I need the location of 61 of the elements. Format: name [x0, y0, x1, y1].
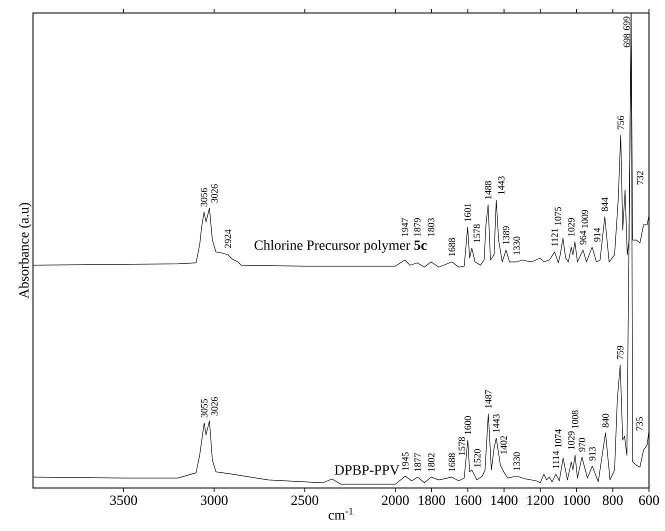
series-label: DPBP-PPV [334, 465, 400, 475]
annotation: 1578 [474, 224, 480, 242]
annotation: 1600 [464, 416, 472, 434]
annotation: 1879 [414, 218, 420, 236]
annotation: 1520 [474, 449, 481, 467]
x-tick-label: 1400 [491, 496, 518, 505]
series-label: Chlorine Precursor polymer 5c [254, 240, 427, 253]
annotation: 1443 [493, 414, 500, 432]
annotation: 1487 [485, 390, 492, 408]
annotation: 1947 [402, 218, 408, 236]
annotation: 1008 [572, 410, 578, 428]
x-tick-label: 2500 [291, 496, 318, 505]
annotation: 1802 [428, 453, 434, 472]
annotation: 1074 [554, 429, 562, 448]
annotation: 1402 [500, 436, 507, 454]
annotation: 1330 [514, 452, 520, 470]
x-tick-label: 3500 [110, 496, 138, 505]
annotation: 1389 [502, 226, 510, 244]
x-tick-label: 1200 [528, 496, 554, 505]
annotation: 698 [624, 34, 630, 48]
annotation: 759 [616, 346, 624, 360]
annotation: 1945 [402, 452, 408, 470]
annotation: 1114 [552, 450, 560, 468]
annotation: 1330 [514, 236, 520, 254]
annotation: 756 [618, 116, 624, 130]
annotation: 735 [636, 417, 643, 430]
annotation: 844 [602, 197, 608, 212]
x-tick-label: 3000 [200, 496, 228, 505]
x-tick-label: 600 [639, 496, 659, 505]
x-tick-label: 1800 [418, 496, 446, 505]
annotation: 3055 [200, 399, 208, 418]
x-axis-title: cm$^{-1}$ [328, 508, 353, 520]
annotation: 732 [636, 171, 644, 184]
annotation: 1443 [498, 176, 504, 194]
annotation: 914 [594, 228, 600, 242]
annotation: 1121 [551, 228, 558, 246]
y-axis-title: Absorbance (a.u) [18, 202, 32, 299]
annotation: 1009 [582, 210, 588, 228]
annotation: 964 [580, 230, 586, 245]
annotation: 1578 [458, 437, 466, 455]
annotation: 3026 [211, 397, 218, 416]
annotation: 1075 [554, 207, 562, 225]
annotation: 1688 [448, 238, 456, 256]
x-tick-label: 1000 [564, 496, 590, 505]
x-tick-label: 2000 [382, 496, 409, 505]
x-tick-label: 1600 [455, 496, 482, 505]
annotation: 1029 [568, 218, 574, 236]
annotation: 1029 [568, 431, 574, 450]
annotation: 1601 [464, 204, 471, 222]
annotation: 970 [578, 438, 586, 452]
annotation: 1877 [414, 453, 421, 472]
annotation: 3026 [211, 184, 218, 203]
annotation: 1488 [484, 181, 492, 199]
annotation: 1803 [428, 218, 434, 236]
annotation: 699 [623, 16, 630, 30]
annotation: 2924 [224, 230, 232, 248]
x-tick-label: 800 [602, 496, 623, 505]
annotation: 840 [602, 414, 609, 428]
annotation: 3056 [200, 188, 208, 206]
annotation: 913 [589, 447, 596, 461]
annotation: 1688 [448, 453, 456, 472]
